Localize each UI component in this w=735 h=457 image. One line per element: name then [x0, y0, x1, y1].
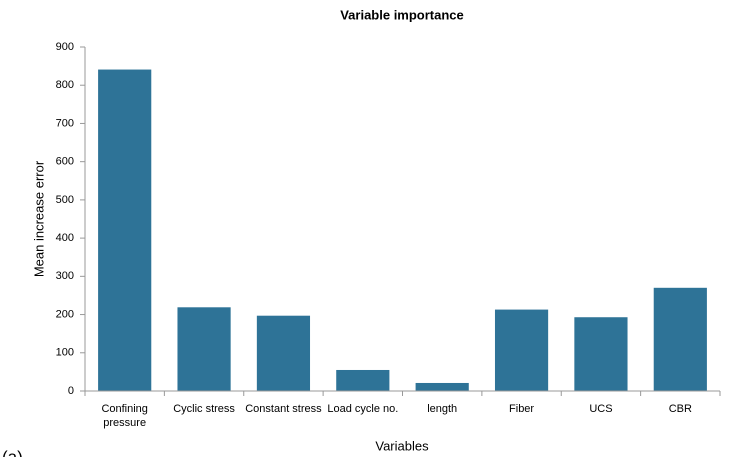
x-tick-label: Fiber: [509, 403, 535, 415]
x-tick-label: Constant stress: [245, 403, 322, 415]
bar: [98, 69, 152, 391]
x-tick-label: UCS: [589, 403, 613, 415]
y-tick-label: 300: [56, 270, 74, 282]
x-tick-label: Confining pressure: [101, 403, 148, 429]
x-tick-label: Cyclic stress: [173, 403, 235, 415]
bar: [336, 369, 390, 391]
x-tick-label: CBR: [668, 403, 692, 415]
y-tick-label: 900: [56, 41, 74, 53]
bar: [415, 382, 469, 391]
chart-title: Variable importance: [340, 7, 464, 22]
y-tick-label: 100: [56, 347, 74, 359]
bar: [653, 287, 707, 391]
y-tick-label: 600: [56, 156, 74, 168]
bar: [574, 317, 628, 391]
y-axis-label: Mean increase error: [31, 160, 46, 277]
y-tick-label: 200: [56, 308, 74, 320]
y-tick-label: 800: [56, 79, 74, 91]
bar: [256, 315, 311, 391]
x-axis-label: Variables: [375, 438, 429, 453]
y-tick-label: 500: [56, 194, 74, 206]
x-tick-label: Load cycle no.: [327, 403, 399, 415]
x-tick-label: length: [427, 403, 458, 415]
bar: [177, 307, 231, 391]
y-tick-label: 400: [56, 232, 74, 244]
y-tick-label: 700: [56, 117, 74, 129]
y-tick-label: 0: [68, 385, 74, 397]
bar: [494, 309, 549, 391]
panel-label: (a): [2, 447, 23, 457]
